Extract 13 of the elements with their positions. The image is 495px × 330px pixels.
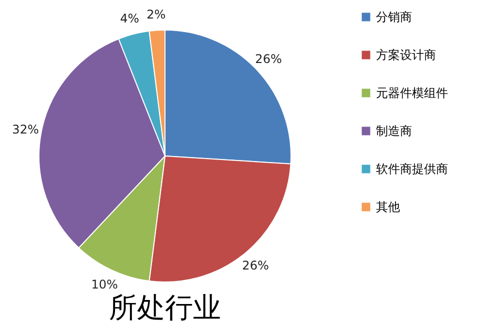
text: 所处行业 <box>109 291 221 324</box>
data-label: 26% <box>255 52 282 66</box>
data-label: 26% <box>242 258 269 272</box>
data-label: 32% <box>12 122 39 136</box>
data-label: 4% <box>120 11 140 26</box>
legend-label: 其他 <box>376 200 400 214</box>
legend-label: 元器件模组件 <box>376 86 448 100</box>
legend-label: 分销商 <box>376 10 412 24</box>
data-label: 10% <box>91 277 118 292</box>
legend-label: 制造商 <box>376 124 412 138</box>
legend-label: 方案设计商 <box>376 48 436 62</box>
data-label: 2% <box>146 7 166 22</box>
legend-label: 软件商提供商 <box>376 162 448 176</box>
